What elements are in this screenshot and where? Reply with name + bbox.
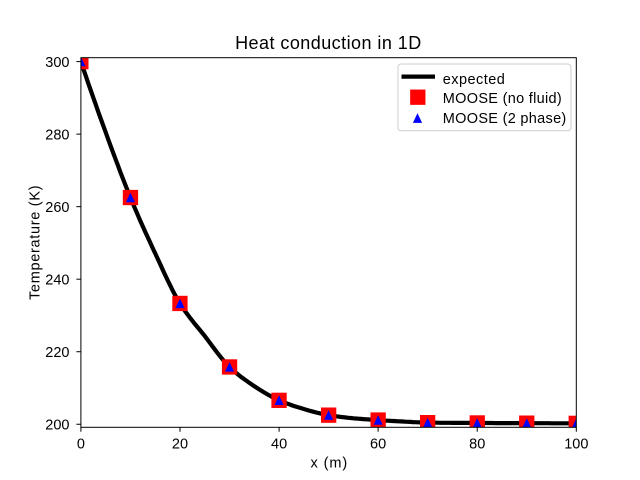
- svg-text:280: 280: [45, 127, 69, 143]
- svg-text:expected: expected: [443, 72, 505, 88]
- svg-text:0: 0: [77, 436, 85, 452]
- svg-text:100: 100: [564, 436, 588, 452]
- svg-text:260: 260: [45, 200, 69, 216]
- svg-text:Temperature (K): Temperature (K): [28, 185, 44, 300]
- svg-text:220: 220: [45, 345, 69, 361]
- svg-text:300: 300: [45, 55, 69, 71]
- svg-text:80: 80: [469, 436, 485, 452]
- svg-text:MOOSE (no fluid): MOOSE (no fluid): [443, 91, 562, 107]
- svg-text:20: 20: [172, 436, 188, 452]
- svg-text:40: 40: [271, 436, 287, 452]
- svg-text:MOOSE (2 phase): MOOSE (2 phase): [443, 111, 567, 127]
- svg-text:200: 200: [45, 417, 69, 433]
- svg-text:Heat conduction in 1D: Heat conduction in 1D: [235, 33, 422, 53]
- svg-text:60: 60: [370, 436, 386, 452]
- svg-text:x (m): x (m): [311, 456, 349, 472]
- svg-text:240: 240: [45, 272, 69, 288]
